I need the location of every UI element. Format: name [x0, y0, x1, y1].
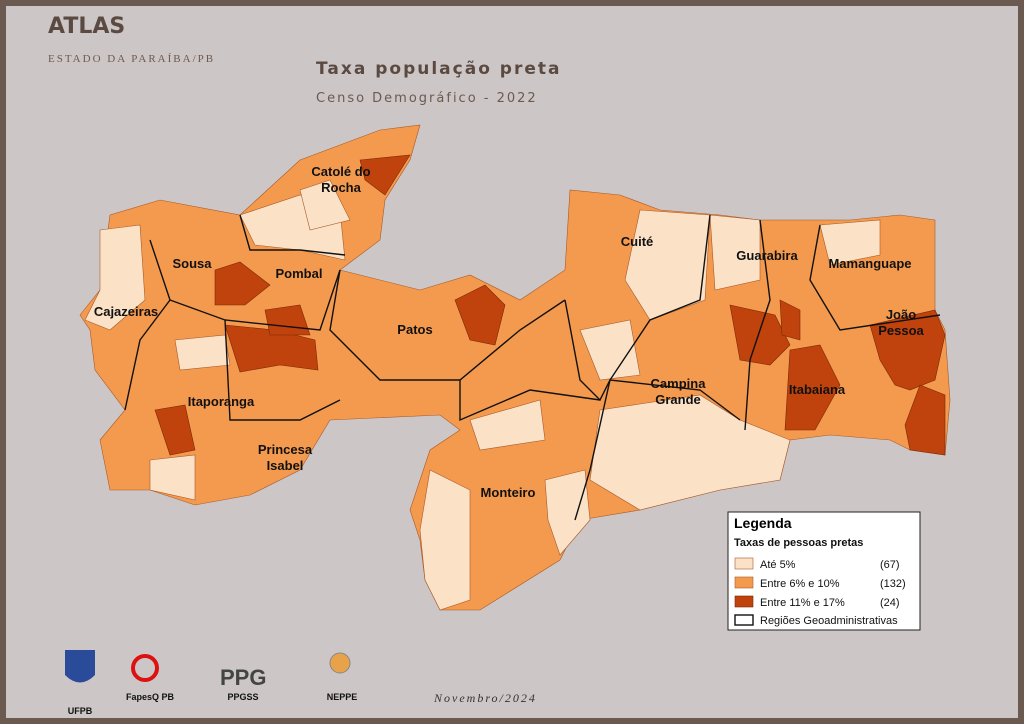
- area-low: [624, 209, 711, 321]
- map: [79, 124, 951, 611]
- region-border: [124, 239, 171, 411]
- region-border: [564, 299, 741, 421]
- legend-box: [727, 511, 921, 631]
- logo-icon: [131, 654, 159, 682]
- region-label: Itaporanga: [188, 394, 255, 409]
- legend-title: Legenda: [734, 515, 792, 531]
- brand: ATLAS: [48, 14, 125, 39]
- region-border: [574, 379, 611, 521]
- area-high: [729, 304, 791, 366]
- region-label: Pessoa: [878, 323, 924, 338]
- legend-count: (67): [880, 559, 900, 571]
- legend-boundary: Regiões Geoadministrativas: [760, 615, 898, 627]
- area-low: [819, 219, 881, 266]
- area-high: [779, 299, 801, 341]
- area-high: [154, 404, 196, 456]
- area-high: [359, 154, 411, 196]
- brand-subtitle: ESTADO DA PARAÍBA/PB: [48, 53, 215, 65]
- legend-label: Até 5%: [760, 559, 796, 571]
- legend-label: Entre 11% e 17%: [760, 597, 845, 609]
- area-low: [149, 454, 196, 501]
- region-label: Grande: [655, 392, 701, 407]
- region-label: Catolé do: [311, 164, 370, 179]
- region-label: Rocha: [321, 180, 362, 195]
- region-label: João: [886, 307, 916, 322]
- map-subtitle: Censo Demográfico - 2022: [316, 91, 538, 106]
- area-low: [299, 179, 351, 231]
- area-low: [589, 394, 791, 511]
- logo-mark: PPG: [220, 665, 266, 690]
- region-border: [239, 214, 346, 256]
- legend-count: (132): [880, 578, 906, 590]
- logo-icon: [329, 652, 351, 674]
- map-title: Taxa população preta: [316, 59, 561, 79]
- region-label: Campina: [651, 376, 707, 391]
- logo-label: FapesQ PB: [126, 692, 175, 702]
- region-label: Itabaiana: [789, 382, 846, 397]
- logos: PPG UFPB FapesQ PB PPGSS NEPPE: [65, 650, 357, 716]
- region-border: [224, 319, 341, 421]
- region-label: Guarabira: [736, 248, 798, 263]
- region-label: Cuité: [621, 234, 654, 249]
- area-low: [709, 214, 761, 291]
- area-high: [869, 309, 946, 391]
- area-low: [419, 469, 471, 611]
- region-border: [459, 380, 601, 422]
- region-label: Monteiro: [481, 485, 536, 500]
- region-label: Sousa: [172, 256, 212, 271]
- region-label: Patos: [397, 322, 432, 337]
- legend-swatch: [734, 576, 754, 589]
- region-label: Isabel: [267, 458, 304, 473]
- area-low: [579, 319, 641, 381]
- region-border: [744, 219, 771, 431]
- region-border: [809, 224, 941, 331]
- legend-swatch: [734, 614, 754, 626]
- area-high: [214, 261, 271, 306]
- legend: Legenda Taxas de pessoas pretas Até 5% (6…: [727, 511, 921, 631]
- legend-subtitle: Taxas de pessoas pretas: [734, 537, 863, 549]
- region-label: Mamanguape: [828, 256, 911, 271]
- area-low: [544, 469, 591, 556]
- region-border: [609, 214, 711, 381]
- logo-shield: [65, 650, 95, 683]
- legend-swatch: [734, 595, 754, 608]
- region-label: Cajazeiras: [94, 304, 158, 319]
- region-border: [329, 269, 566, 381]
- date: Novembro/2024: [433, 691, 537, 705]
- area-high: [454, 284, 506, 346]
- legend-items: Até 5% (67) Entre 6% e 10% (132) Entre 11% e…: [734, 557, 906, 609]
- area-low: [469, 399, 546, 451]
- area-high: [784, 344, 841, 431]
- legend-swatch: [734, 557, 754, 570]
- area-low: [174, 334, 231, 371]
- area-high: [904, 384, 946, 456]
- area-low: [84, 224, 146, 331]
- region-border: [169, 269, 341, 331]
- logo-label: NEPPE: [327, 692, 358, 702]
- legend-count: (24): [880, 597, 900, 609]
- logo-label: PPGSS: [227, 692, 258, 702]
- region-label: Pombal: [276, 266, 323, 281]
- region-label: Princesa: [258, 442, 313, 457]
- logo-label: UFPB: [68, 706, 93, 716]
- legend-label: Entre 6% e 10%: [760, 578, 840, 590]
